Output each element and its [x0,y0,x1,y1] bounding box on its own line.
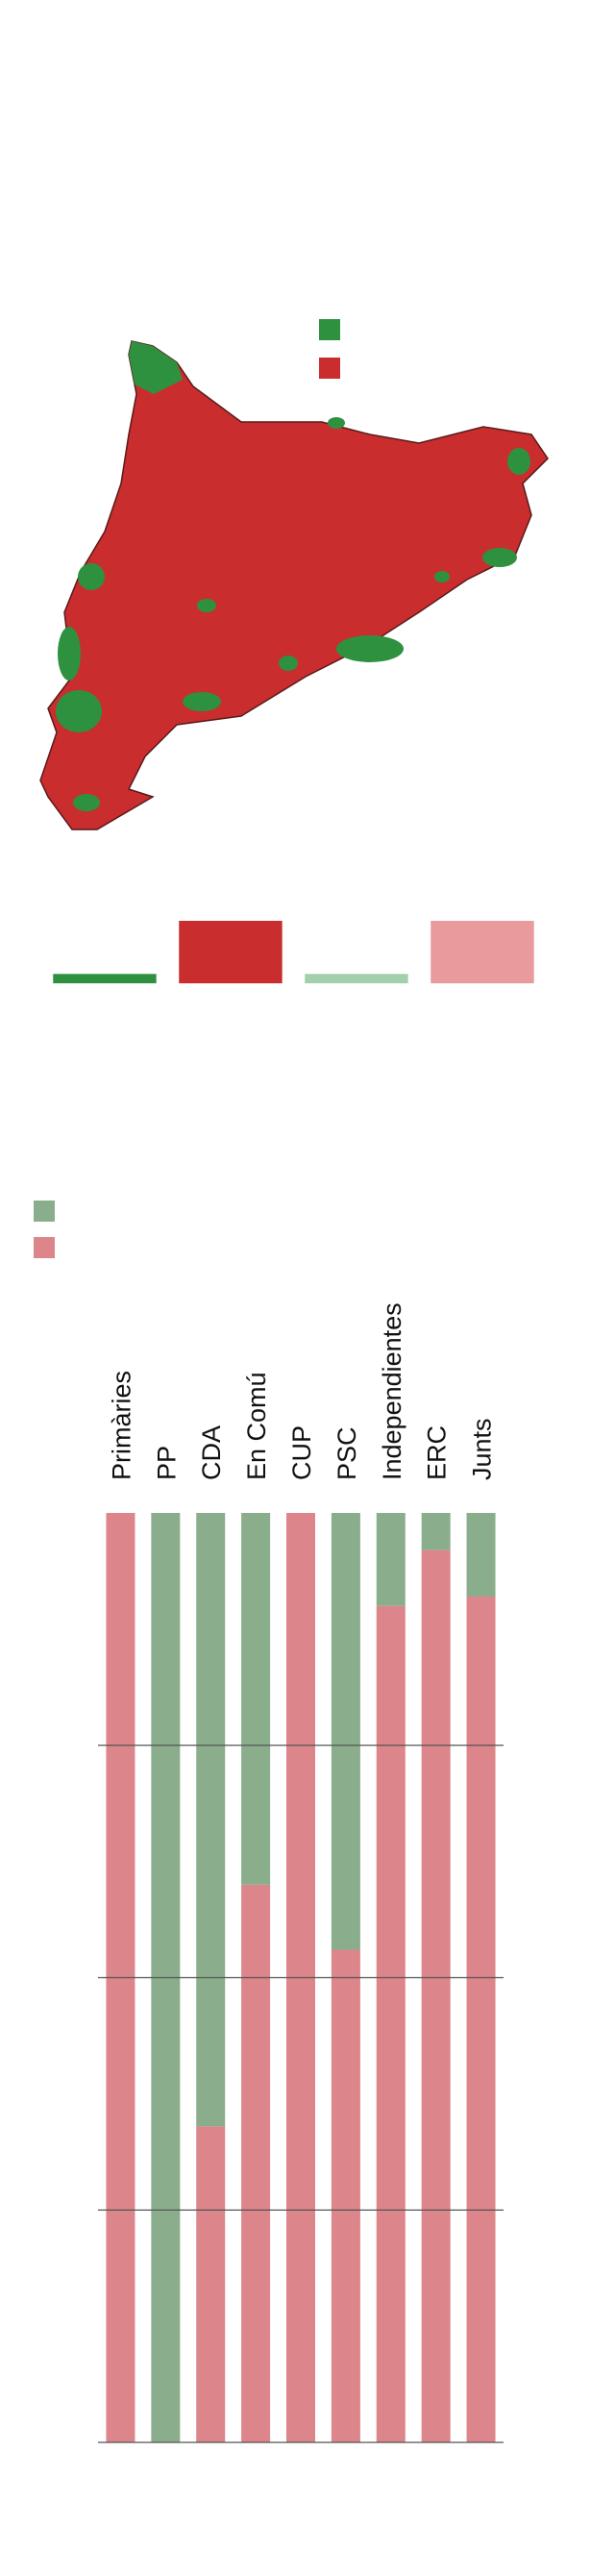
map-green-areas [56,341,530,811]
bar-segment [466,1513,496,1598]
bar-segment [241,1884,271,2442]
legend-swatch [34,1201,55,1222]
map-legend-swatch [319,358,340,379]
bar-segment [466,1597,496,2442]
bar-segment [196,2126,226,2442]
bar-segment [196,1513,226,2127]
bar-segment [376,1513,406,1606]
bar [305,974,408,983]
bar-chart [53,921,534,983]
x-tick-label: Junts [468,1418,497,1480]
bar [430,921,534,983]
x-tick-label: ERC [423,1425,452,1480]
bar-segment [331,1513,360,1950]
stacked-bar-chart: Primàries PP CDA En Comú CUP PSC Independiente… [34,1201,504,2443]
bar-segment [421,1513,451,1550]
x-tick-label: CUP [287,1425,316,1480]
bar-segment [241,1513,271,1885]
x-tick-label: Independientes [378,1302,406,1480]
legend-swatch [34,1237,55,1258]
bar-segment [421,1549,451,2442]
x-tick-label: CDA [197,1425,226,1480]
x-tick-label: En Comú [242,1372,271,1480]
map-legend-swatch [319,319,340,340]
x-tick-label: PSC [332,1426,361,1480]
x-tick-label: Primàries [107,1371,135,1480]
map [39,319,549,830]
bar-segment [376,1605,406,2442]
bar [179,921,283,983]
bar-segment [331,1949,360,2442]
bar [53,974,157,983]
x-tick-label: PP [152,1446,181,1480]
map-region [39,340,549,830]
